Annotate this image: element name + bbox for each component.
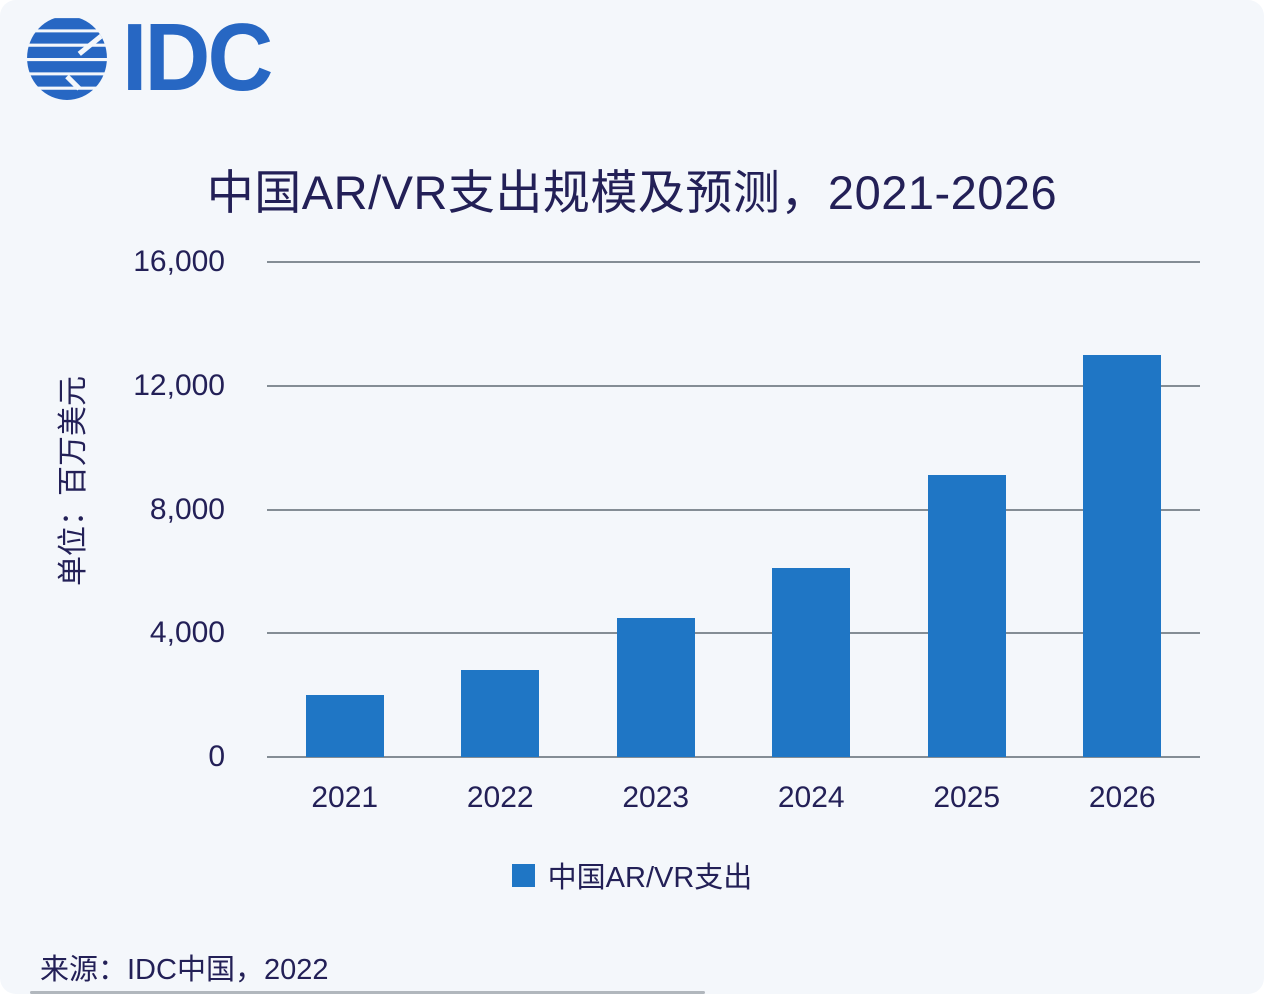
x-tick-label: 2025 (933, 781, 1001, 814)
x-tick-label: 2021 (311, 781, 379, 814)
y-tick-label: 12,000 (133, 368, 225, 402)
plot-area: 0 4,000 8,000 12,000 16,000 2021 2022 2023 2024 2… (133, 245, 1200, 814)
bar-2025 (927, 475, 1006, 757)
source-note: 来源：IDC中国，2022 (40, 954, 329, 986)
gridline (267, 384, 1200, 387)
y-tick-label: 8,000 (149, 492, 225, 526)
bar-2023 (616, 617, 695, 757)
gridline (267, 508, 1200, 511)
x-tick-label: 2022 (466, 781, 534, 814)
bar-2021 (305, 695, 384, 757)
y-tick-label: 0 (208, 740, 225, 773)
bar-2022 (461, 670, 540, 757)
idc-globe-icon (27, 18, 107, 100)
legend-swatch (511, 863, 535, 887)
gridline (267, 632, 1200, 635)
idc-logo: IDC (26, 10, 278, 106)
chart-legend: 中国AR/VR支出 (0, 854, 1264, 896)
gridline (267, 261, 1200, 263)
y-axis-unit-label: 单位：百万美元 (57, 376, 90, 586)
bar-2024 (772, 568, 851, 757)
x-tick-label: 2024 (777, 781, 845, 814)
legend-label: 中国AR/VR支出 (547, 862, 753, 894)
idc-logo-text: IDC (122, 4, 273, 111)
y-tick-label: 4,000 (149, 616, 225, 650)
bar-2026 (1083, 354, 1162, 757)
chart-title: 中国AR/VR支出规模及预测，2021-2026 (206, 166, 1058, 219)
y-tick-label: 16,000 (133, 245, 225, 278)
gridline (267, 756, 1200, 758)
x-tick-label: 2026 (1088, 781, 1156, 814)
bottom-edge-artifact (30, 991, 705, 994)
x-tick-label: 2023 (622, 781, 690, 814)
